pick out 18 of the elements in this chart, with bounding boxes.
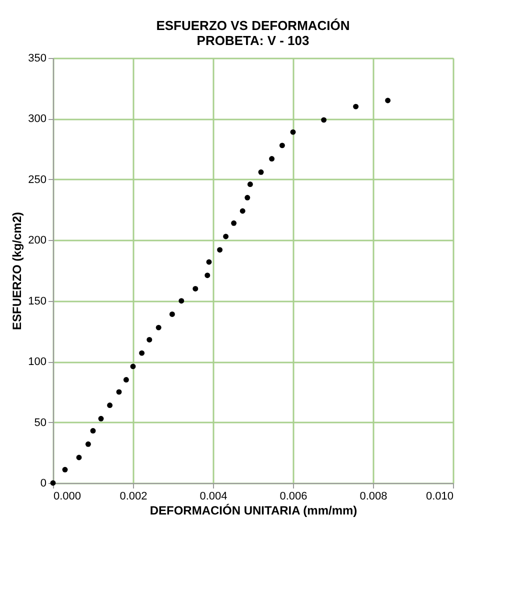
- x-tick-label: 0.002: [120, 490, 148, 502]
- text: PROBETA: V - 103: [196, 33, 310, 48]
- x-tick-label: 0.004: [200, 490, 228, 502]
- x-tick-label: 0.000: [54, 490, 82, 502]
- x-axis-title: DEFORMACIÓN UNITARIA (mm/mm): [150, 504, 358, 518]
- x-tick-label: 0.006: [280, 490, 308, 502]
- y-tick-label: 200: [28, 234, 46, 247]
- y-tick-label: 0: [40, 478, 46, 490]
- y-tick-label: 350: [28, 52, 46, 64]
- y-tick-label: 300: [28, 113, 46, 126]
- y-tick-label: 150: [28, 295, 46, 308]
- x-tick-label: 0.008: [360, 490, 388, 502]
- text: ESFUERZO VS DEFORMACIÓN: [156, 18, 350, 33]
- x-tick-label: 0.010: [426, 490, 454, 502]
- y-tick-label: 50: [34, 416, 46, 429]
- y-tick-label: 100: [28, 356, 46, 368]
- y-axis-title: ESFUERZO (kg/cm2): [10, 212, 24, 330]
- y-tick-label: 250: [28, 174, 46, 186]
